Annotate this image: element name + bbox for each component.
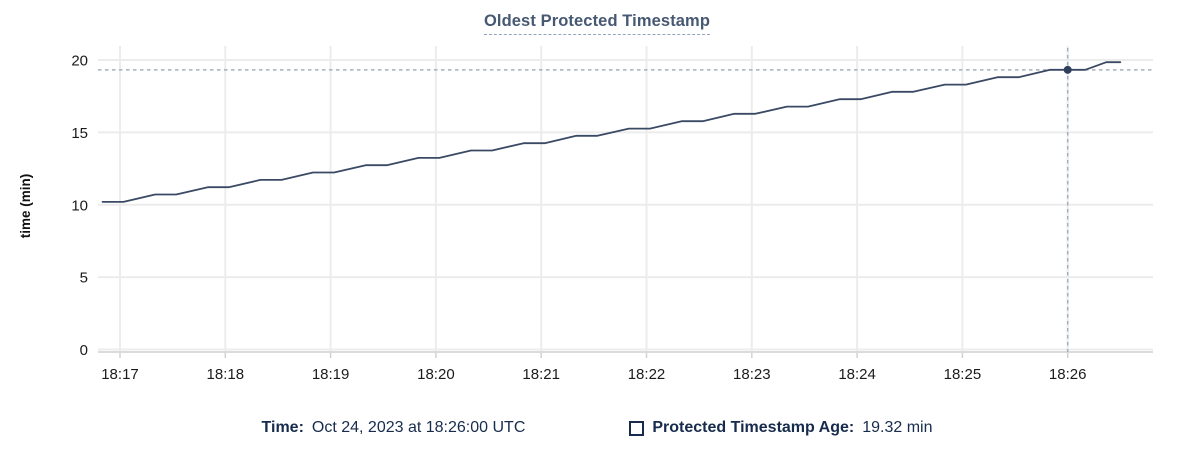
y-tick-label: 10 xyxy=(71,197,88,214)
legend-time-value: Oct 24, 2023 at 18:26:00 UTC xyxy=(311,419,526,436)
legend-time: Time: Oct 24, 2023 at 18:26:00 UTC xyxy=(262,419,526,437)
chart-title[interactable]: Oldest Protected Timestamp xyxy=(483,11,711,35)
highlight-dot xyxy=(1063,65,1072,74)
series-line xyxy=(101,61,1122,203)
chart-canvas[interactable]: 0 5 10 15 20 18:17 18:18 18:19 18:20 18:21 18:22 18… xyxy=(0,38,1194,395)
y-tick-label: 5 xyxy=(80,270,88,287)
x-tick-label: 18:22 xyxy=(628,366,666,383)
chart-tooltip-legend: Time: Oct 24, 2023 at 18:26:00 UTC Prote… xyxy=(0,419,1194,437)
legend-series-label: Protected Timestamp Age: xyxy=(652,419,855,436)
x-tick-label: 18:17 xyxy=(101,366,139,383)
chart-header: Oldest Protected Timestamp xyxy=(0,0,1194,38)
legend-time-label: Time: xyxy=(261,419,304,436)
y-axis-title: time (min) xyxy=(18,174,33,239)
x-tick-label: 18:21 xyxy=(522,366,560,383)
series-checkbox-icon[interactable] xyxy=(629,420,645,436)
x-tick-label: 18:23 xyxy=(733,366,771,383)
y-tick-label: 0 xyxy=(80,342,88,359)
x-tick-label: 18:20 xyxy=(417,366,455,383)
y-tick-label: 20 xyxy=(71,53,88,70)
x-tick-label: 18:25 xyxy=(944,366,982,383)
legend-series-toggle[interactable]: Protected Timestamp Age: 19.32 min xyxy=(629,419,932,437)
x-tick-label: 18:24 xyxy=(838,366,876,383)
x-tick-label: 18:18 xyxy=(207,366,245,383)
x-tick-label: 18:19 xyxy=(312,366,350,383)
x-tick-label: 18:26 xyxy=(1049,366,1087,383)
y-tick-label: 15 xyxy=(71,125,88,142)
legend-series-value: 19.32 min xyxy=(862,419,933,436)
